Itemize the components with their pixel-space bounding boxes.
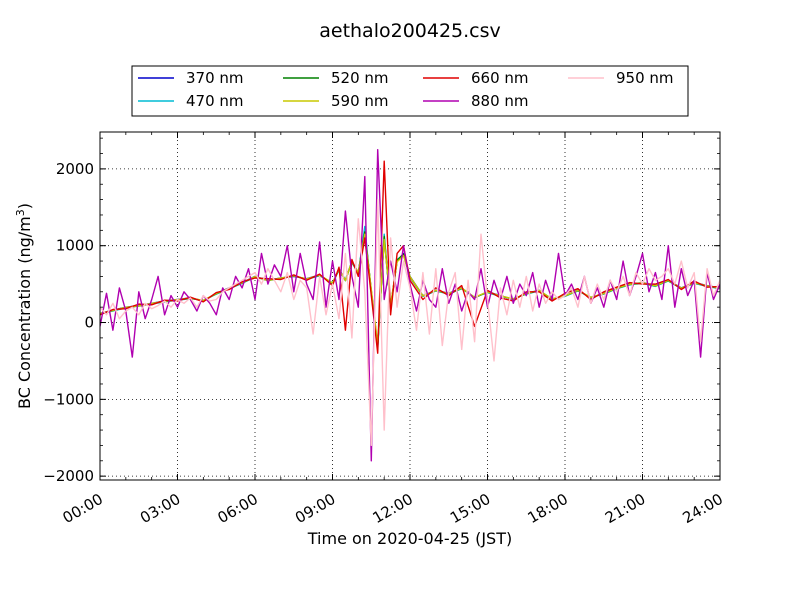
y-axis-label: BC Concentration (ng/m3)	[14, 203, 35, 409]
legend-label: 590 nm	[331, 92, 389, 110]
y-tick-label: −1000	[43, 390, 94, 408]
grid-layer	[99, 132, 721, 480]
legend-label: 370 nm	[186, 69, 244, 87]
x-tick-label: 18:00	[525, 490, 571, 527]
legend-entry: 520 nm	[283, 69, 389, 87]
legend-label: 880 nm	[471, 92, 529, 110]
legend-frame	[131, 65, 689, 117]
chart-legend: 370 nm 470 nm 520 nm 590 nm 660 nm 880 nm 950 …	[131, 65, 689, 117]
series-layer	[100, 148, 720, 462]
legend-label: 520 nm	[331, 69, 389, 87]
chart-title: aethalo200425.csv	[319, 20, 501, 42]
legend-entry: 950 nm	[568, 69, 674, 87]
x-tick-label: 03:00	[137, 490, 183, 527]
x-axis-label: Time on 2020-04-25 (JST)	[307, 529, 512, 548]
y-tick-label: −2000	[43, 467, 94, 485]
legend-entry: 880 nm	[423, 92, 529, 110]
y-tick-label: 1000	[56, 237, 94, 255]
x-tick-label: 00:00	[60, 490, 106, 527]
x-tick-label: 06:00	[215, 490, 261, 527]
y-axis-label-main: BC Concentration (ng/m	[15, 216, 34, 409]
legend-entry: 470 nm	[138, 92, 244, 110]
legend-label: 660 nm	[471, 69, 529, 87]
legend-entry: 590 nm	[283, 92, 389, 110]
x-tick-label: 21:00	[602, 490, 648, 527]
y-tick-label: 2000	[56, 160, 94, 178]
tick-layer: 00:00 03:00 06:00 09:00 12:00 15:00 18:00 21:00…	[43, 132, 726, 527]
legend-entry: 660 nm	[423, 69, 529, 87]
series-line-660-nm	[100, 160, 720, 354]
y-axis-label-sup: 3	[14, 209, 27, 216]
series-line-950-nm	[100, 198, 720, 447]
x-tick-label: 09:00	[292, 490, 338, 527]
legend-label: 470 nm	[186, 92, 244, 110]
y-tick-label: 0	[84, 314, 94, 332]
y-axis-label-tail: )	[15, 203, 34, 209]
x-tick-label: 12:00	[370, 490, 416, 527]
x-tick-label: 24:00	[680, 490, 726, 527]
legend-label: 950 nm	[616, 69, 674, 87]
legend-entry: 370 nm	[138, 69, 244, 87]
x-tick-label: 15:00	[447, 490, 493, 527]
